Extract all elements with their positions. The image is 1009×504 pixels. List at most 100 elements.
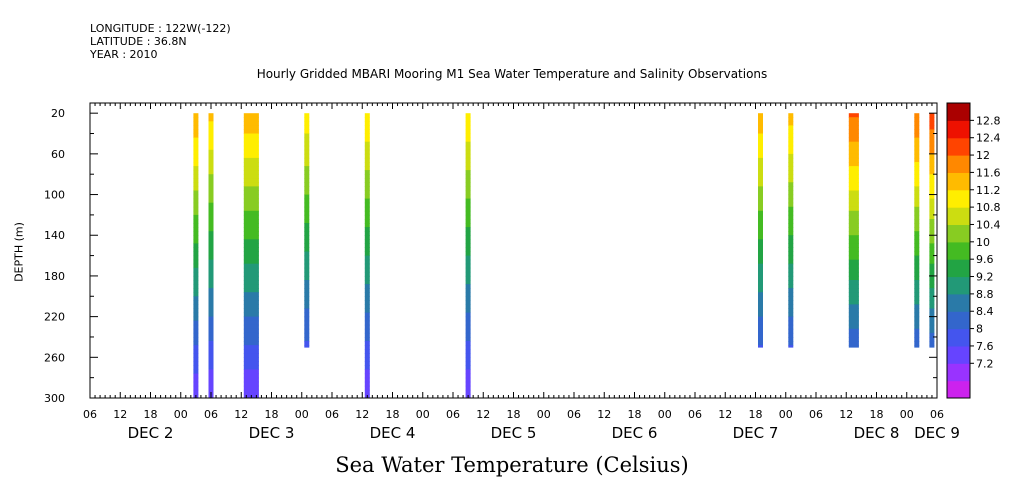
- profile-8-cell: [848, 202, 859, 208]
- colorbar-swatch: [947, 120, 970, 139]
- profile-9-cell: [914, 133, 920, 139]
- profile-5-cell: [465, 288, 471, 293]
- profile-5-cell: [465, 308, 471, 314]
- x-tick-label: 12: [718, 408, 732, 421]
- profile-9-cell: [914, 332, 920, 338]
- profile-7-cell: [788, 125, 794, 130]
- colorbar-label: 12.8: [976, 114, 1001, 127]
- profile-5-cell: [465, 255, 471, 261]
- colorbar-label: 9.2: [976, 271, 994, 284]
- profile-0-cell: [193, 312, 199, 318]
- longitude-label: LONGITUDE : 122W(-122): [90, 22, 231, 35]
- profile-5-cell: [465, 231, 471, 236]
- profile-6-cell: [758, 271, 763, 277]
- profile-9-cell: [914, 162, 920, 167]
- profile-10-cell: [929, 206, 935, 212]
- profile-9-cell: [914, 121, 920, 126]
- profile-7-cell: [788, 141, 794, 147]
- profile-10-cell: [929, 328, 935, 334]
- profile-0-cell: [193, 324, 199, 330]
- profile-1-cell: [208, 381, 214, 387]
- profile-4-cell: [364, 219, 370, 224]
- profile-1-cell: [208, 308, 214, 314]
- colorbar-swatch: [947, 207, 970, 225]
- profile-7-cell: [788, 312, 794, 318]
- profile-4-cell: [364, 389, 370, 395]
- profile-3-cell: [304, 219, 310, 224]
- profile-6-cell: [758, 320, 763, 326]
- profile-1-cell: [208, 377, 214, 383]
- profile-5-cell: [465, 206, 471, 212]
- profile-8-cell: [848, 149, 859, 155]
- profile-1-cell: [208, 288, 214, 293]
- profile-4-cell: [364, 275, 370, 281]
- profile-4-cell: [364, 125, 370, 130]
- profile-8-cell: [848, 145, 859, 151]
- profile-5-cell: [465, 373, 471, 379]
- profile-7-cell: [788, 235, 794, 240]
- profile-10-cell: [929, 292, 935, 297]
- profile-1-cell: [208, 341, 214, 346]
- profile-1-cell: [208, 227, 214, 232]
- profile-0-cell: [193, 349, 199, 354]
- profile-10-cell: [929, 308, 935, 314]
- profile-5-cell: [465, 227, 471, 232]
- profile-2-cell: [243, 296, 259, 301]
- profile-6-cell: [758, 182, 763, 187]
- profile-4-cell: [364, 170, 370, 175]
- profile-7-cell: [788, 149, 794, 155]
- profile-5-cell: [465, 267, 471, 273]
- colorbar-swatch: [947, 155, 970, 173]
- profile-0-cell: [193, 190, 199, 196]
- profile-8-cell: [848, 345, 859, 348]
- profile-2-cell: [243, 312, 259, 318]
- profile-6-cell: [758, 324, 763, 330]
- profile-7-cell: [788, 182, 794, 187]
- colorbar-label: 9.6: [976, 253, 994, 266]
- profile-8-cell: [848, 267, 859, 273]
- profile-1-cell: [208, 320, 214, 326]
- profile-9-cell: [914, 316, 920, 322]
- profile-5-cell: [465, 210, 471, 216]
- profile-0-cell: [193, 304, 199, 309]
- profile-2-cell: [243, 170, 259, 175]
- profile-7-cell: [788, 300, 794, 305]
- profile-5-cell: [465, 149, 471, 155]
- profile-3-cell: [304, 341, 310, 346]
- x-tick-label: 06: [204, 408, 218, 421]
- profile-10-cell: [929, 284, 935, 289]
- profile-6-cell: [758, 308, 763, 314]
- profile-7-cell: [788, 219, 794, 224]
- profile-3-cell: [304, 113, 310, 118]
- x-tick-label: 06: [567, 408, 581, 421]
- profile-5-cell: [465, 202, 471, 208]
- profile-9-cell: [914, 247, 920, 252]
- profile-3-cell: [304, 202, 310, 208]
- profile-8-cell: [848, 320, 859, 326]
- profile-5-cell: [465, 292, 471, 297]
- profile-5-cell: [465, 117, 471, 122]
- profile-1-cell: [208, 113, 214, 118]
- profile-0-cell: [193, 271, 199, 277]
- profile-2-cell: [243, 141, 259, 147]
- profile-2-cell: [243, 349, 259, 354]
- profile-4-cell: [364, 186, 370, 191]
- profile-2-cell: [243, 202, 259, 208]
- profile-4-cell: [364, 174, 370, 179]
- profile-10-cell: [929, 341, 935, 346]
- colorbar-swatch: [947, 103, 970, 121]
- profile-4-cell: [364, 312, 370, 318]
- colorbar-swatch: [947, 137, 970, 156]
- profile-1-cell: [208, 316, 214, 322]
- profile-2-cell: [243, 353, 259, 358]
- profile-3-cell: [304, 255, 310, 261]
- profile-5-cell: [465, 178, 471, 183]
- profile-7-cell: [788, 239, 794, 244]
- profile-10-cell: [929, 162, 935, 167]
- profile-6-cell: [758, 170, 763, 175]
- profile-1-cell: [208, 296, 214, 301]
- profile-7-cell: [788, 129, 794, 134]
- profile-10-cell: [929, 271, 935, 277]
- profile-5-cell: [465, 145, 471, 151]
- profile-4-cell: [364, 113, 370, 118]
